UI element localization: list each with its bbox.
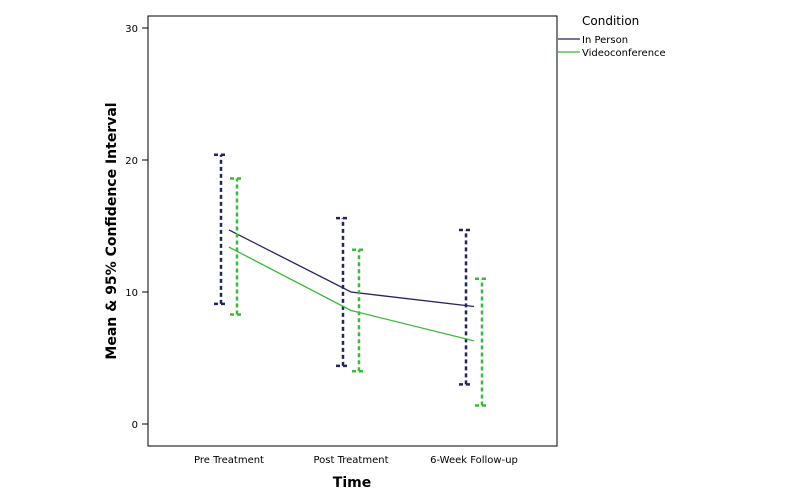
legend: Condition In Person Videoconference — [558, 14, 666, 59]
y-tick-label: 0 — [132, 420, 138, 431]
y-axis-label: Mean & 95% Confidence Interval — [104, 102, 120, 359]
plot-frame — [147, 15, 558, 447]
error-bar — [336, 216, 350, 368]
series-line-in-person — [228, 229, 475, 308]
legend-item: Videoconference — [558, 48, 666, 59]
series-line-videoconference — [228, 246, 475, 342]
error-bar — [214, 153, 228, 306]
y-tick-label: 10 — [125, 288, 138, 299]
x-tick-label: 6-Week Follow-up — [430, 455, 518, 466]
error-bar — [459, 228, 473, 386]
error-bar — [475, 277, 489, 407]
y-tick-label: 20 — [125, 156, 138, 167]
legend-label: Videoconference — [582, 48, 666, 59]
error-bar — [230, 177, 244, 316]
legend-label: In Person — [582, 35, 628, 46]
y-tick-label: 30 — [125, 24, 138, 35]
error-bar — [352, 248, 366, 373]
x-axis-label: Time — [333, 475, 371, 491]
x-tick-label: Pre Treatment — [194, 455, 264, 466]
legend-item: In Person — [558, 35, 628, 46]
x-tick-label: Post Treatment — [314, 455, 389, 466]
legend-title: Condition — [582, 14, 639, 28]
